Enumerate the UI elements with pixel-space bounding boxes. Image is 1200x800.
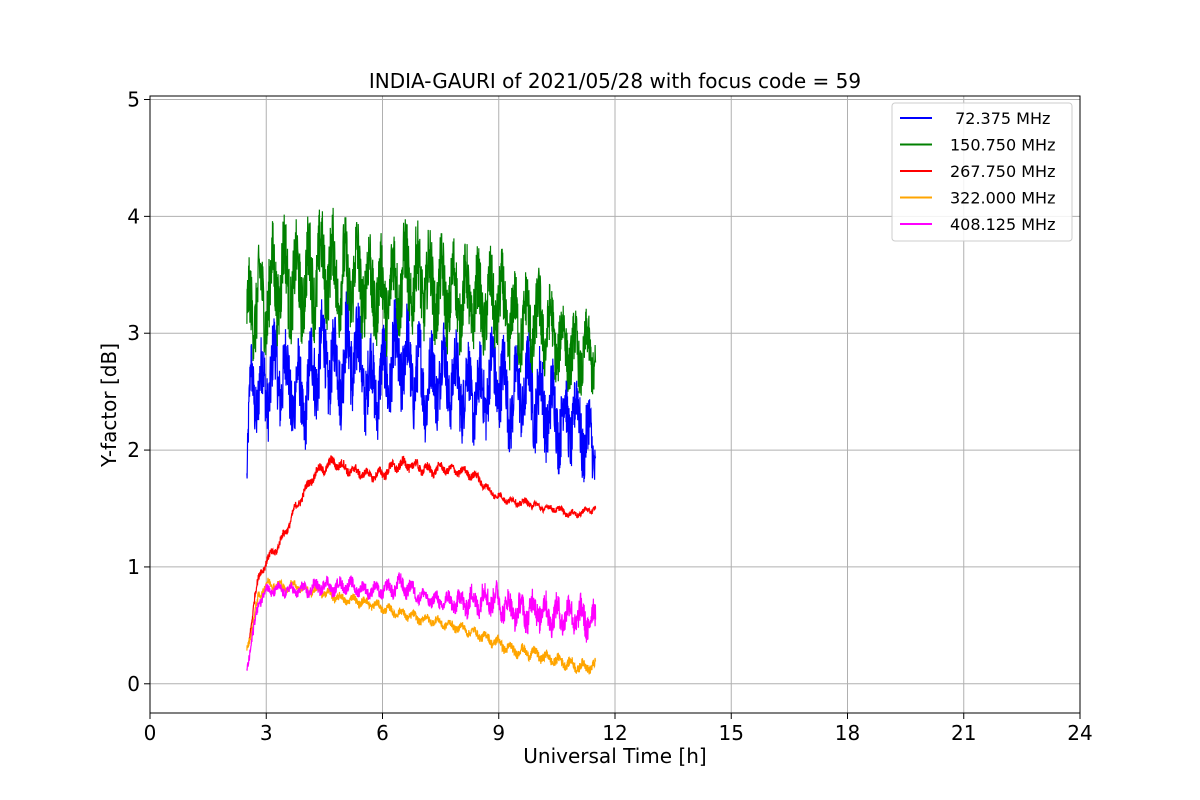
legend-label: 408.125 MHz: [950, 215, 1055, 234]
series-line: [248, 455, 597, 642]
x-axis-label: Universal Time [h]: [523, 744, 706, 768]
x-tick-label: 21: [951, 721, 976, 745]
y-tick-label: 4: [127, 204, 140, 228]
legend-label: 322.000 MHz: [950, 189, 1055, 208]
series-line: [246, 572, 597, 671]
x-tick-label: 15: [719, 721, 744, 745]
legend-label: 150.750 MHz: [950, 136, 1055, 155]
series-line: [246, 207, 597, 396]
series-layer: [246, 207, 597, 675]
y-axis: 0 1 2 3 4 5: [127, 88, 150, 696]
x-tick-label: 24: [1067, 721, 1092, 745]
x-tick-label: 3: [260, 721, 273, 745]
x-tick-label: 18: [835, 721, 860, 745]
y-tick-label: 1: [127, 555, 140, 579]
legend-label: 72.375 MHz: [950, 109, 1050, 128]
y-tick-label: 5: [127, 88, 140, 112]
legend-label: 267.750 MHz: [950, 162, 1055, 181]
legend: 72.375 MHz 150.750 MHz 267.750 MHz 322.000 …: [891, 102, 1073, 242]
x-axis: 0 3 6 9 12 15 18 21 24: [144, 713, 1093, 745]
x-tick-label: 6: [376, 721, 389, 745]
y-tick-label: 2: [127, 438, 140, 462]
x-tick-label: 0: [144, 721, 157, 745]
x-tick-label: 9: [492, 721, 505, 745]
y-axis-label: Y-factor [dB]: [97, 343, 121, 468]
series-line: [246, 290, 597, 483]
chart-title: INDIA-GAURI of 2021/05/28 with focus cod…: [369, 69, 861, 93]
y-tick-label: 3: [127, 321, 140, 345]
x-tick-label: 12: [602, 721, 627, 745]
legend-box: [891, 102, 1073, 242]
y-tick-label: 0: [127, 672, 140, 696]
